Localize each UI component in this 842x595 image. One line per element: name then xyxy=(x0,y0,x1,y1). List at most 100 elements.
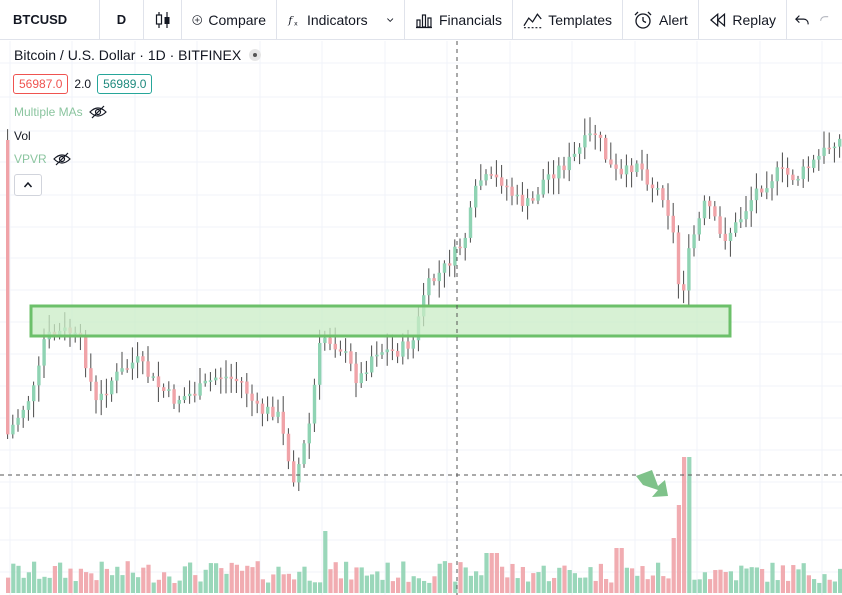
candle-body xyxy=(401,341,405,357)
volume-bar xyxy=(760,568,765,593)
candle-body xyxy=(297,464,301,483)
volume-bar xyxy=(390,581,395,593)
volume-bar xyxy=(468,575,473,593)
candle-body xyxy=(666,200,670,216)
volume-bar xyxy=(115,566,120,593)
volume-bar xyxy=(510,563,515,593)
financials-button[interactable]: Financials xyxy=(405,0,513,40)
candle-body xyxy=(640,163,644,170)
volume-bar xyxy=(250,567,255,593)
candle-body xyxy=(531,198,535,201)
collapse-legend-button[interactable] xyxy=(14,174,42,196)
volume-bar xyxy=(832,581,837,593)
redo-button[interactable] xyxy=(817,0,831,40)
volume-bar xyxy=(188,562,193,593)
candle-body xyxy=(656,188,660,190)
candle-body xyxy=(827,147,831,150)
volume-bar xyxy=(234,564,239,593)
candle-body xyxy=(583,135,587,148)
candle-body xyxy=(734,222,738,233)
candle-body xyxy=(838,138,842,147)
volume-bar xyxy=(120,575,125,593)
volume-bar xyxy=(37,578,42,593)
eye-hidden-icon[interactable] xyxy=(88,105,107,119)
indicator-vol[interactable]: Vol xyxy=(14,129,31,143)
volume-bar xyxy=(739,565,744,593)
volume-bar xyxy=(650,575,655,593)
replay-button[interactable]: Replay xyxy=(699,0,787,40)
candle-body xyxy=(219,377,223,380)
volume-bar xyxy=(614,548,619,593)
volume-bar xyxy=(557,567,562,593)
volume-bar xyxy=(541,565,546,593)
candle-body xyxy=(318,342,322,385)
volume-bar xyxy=(442,561,447,593)
candle-body xyxy=(99,393,103,401)
chevron-down-icon[interactable] xyxy=(386,14,394,26)
candle-body xyxy=(479,180,483,186)
candle-body xyxy=(780,167,785,169)
candle-body xyxy=(609,159,613,165)
resolution-button[interactable]: D xyxy=(100,0,144,40)
undo-icon xyxy=(795,14,809,24)
volume-bar xyxy=(328,569,333,593)
candle-body xyxy=(526,198,530,206)
candle-body xyxy=(146,361,150,377)
volume-bar xyxy=(229,562,234,593)
candle-body xyxy=(234,378,239,382)
indicator-vpvr[interactable]: VPVR xyxy=(14,152,71,166)
volume-bar xyxy=(99,561,104,593)
candle-body xyxy=(255,400,259,404)
volume-bar xyxy=(58,562,63,593)
volume-bar xyxy=(271,574,276,593)
candle-body xyxy=(453,246,457,266)
candle-body xyxy=(411,340,415,349)
candle-body xyxy=(708,200,712,207)
alert-button[interactable]: Alert xyxy=(623,0,699,40)
candle-body xyxy=(786,168,790,175)
candle-body xyxy=(94,381,98,401)
ask-price[interactable]: 56989.0 xyxy=(97,74,153,94)
symbol-search-button[interactable]: BTCUSD xyxy=(0,0,100,40)
bid-price[interactable]: 56987.0 xyxy=(13,74,69,94)
candle-body xyxy=(224,376,228,379)
eye-hidden-icon[interactable] xyxy=(52,152,71,166)
indicator-multiple-mas[interactable]: Multiple MAs xyxy=(14,105,107,119)
undo-button[interactable] xyxy=(787,0,817,40)
resolution-label: D xyxy=(116,12,127,27)
candle-body xyxy=(271,406,275,417)
volume-bar xyxy=(73,581,78,593)
candle-body xyxy=(151,376,155,378)
volume-bar xyxy=(318,582,323,593)
candle-body xyxy=(697,218,701,235)
volume-bar xyxy=(370,574,375,593)
compare-button[interactable]: Compare xyxy=(182,0,277,40)
candle-body xyxy=(692,234,696,249)
candle-body xyxy=(598,134,603,138)
volume-bar xyxy=(598,563,603,593)
chart-type-button[interactable] xyxy=(144,0,182,40)
volume-bar xyxy=(536,572,541,593)
volume-bar xyxy=(479,575,484,593)
candle-body xyxy=(749,200,753,212)
candle-body xyxy=(229,376,233,379)
volume-bar xyxy=(208,563,213,593)
volume-bar xyxy=(323,531,328,593)
candle-body xyxy=(572,153,577,157)
volume-bar xyxy=(375,571,380,593)
support-zone-rectangle xyxy=(29,304,732,338)
price-chart[interactable] xyxy=(0,41,842,595)
templates-button[interactable]: Templates xyxy=(513,0,623,40)
volume-bar xyxy=(624,567,629,593)
volume-bar xyxy=(104,568,109,593)
volume-bar xyxy=(151,582,156,593)
volume-bar xyxy=(406,581,411,593)
candle-body xyxy=(557,165,561,179)
volume-bar xyxy=(812,579,817,593)
volume-bar xyxy=(255,561,260,593)
candle-body xyxy=(198,383,202,396)
volume-bar xyxy=(463,567,468,593)
volume-bar xyxy=(26,572,31,593)
candle-body xyxy=(619,168,623,175)
